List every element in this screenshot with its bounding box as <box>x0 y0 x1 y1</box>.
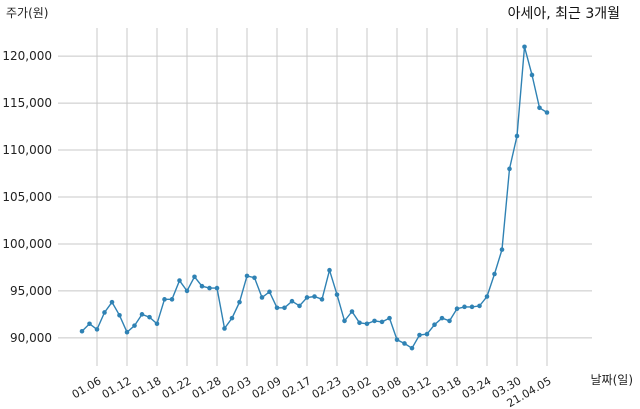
data-point <box>184 288 190 294</box>
x-tick-label: 01.12 <box>100 374 134 401</box>
price-line <box>81 46 548 350</box>
data-point <box>537 105 542 111</box>
data-point <box>109 299 115 305</box>
x-tick-label: 03.24 <box>460 374 494 401</box>
data-point <box>342 318 347 324</box>
data-point <box>282 305 287 311</box>
data-point <box>529 72 535 78</box>
data-point <box>177 278 182 283</box>
data-point <box>199 283 205 289</box>
x-tick-label: 03.18 <box>430 374 464 401</box>
data-point <box>297 303 302 309</box>
y-tick-label: 115,000 <box>2 96 52 110</box>
data-point <box>522 44 527 50</box>
data-point <box>267 289 272 295</box>
data-point <box>304 295 310 300</box>
data-point <box>379 319 385 325</box>
x-tick-label: 01.22 <box>160 374 194 401</box>
price-points <box>79 44 550 351</box>
data-point <box>514 133 520 139</box>
x-tick-label: 03.02 <box>340 374 374 401</box>
data-point <box>132 323 137 328</box>
y-axis-title: 주가(원) <box>6 6 48 20</box>
y-tick-label: 95,000 <box>10 284 52 298</box>
data-point <box>394 337 400 343</box>
x-tick-label: 01.18 <box>130 374 164 401</box>
data-point <box>424 331 430 337</box>
data-point <box>87 321 92 327</box>
x-tick-label: 02.23 <box>310 374 344 401</box>
data-point <box>169 297 175 302</box>
x-tick-label: 03.12 <box>400 374 434 401</box>
data-point <box>117 313 122 318</box>
data-point <box>544 110 550 115</box>
data-point <box>312 294 317 299</box>
x-tick-label: 01.06 <box>70 374 104 401</box>
y-tick-label: 105,000 <box>2 190 52 204</box>
data-point <box>222 326 227 331</box>
y-tick-label: 100,000 <box>2 237 52 251</box>
data-point <box>507 166 512 172</box>
data-point <box>214 285 220 291</box>
y-axis-tick-labels: 90,000 95,000 100,000 105,000 110,000 115,000… <box>2 49 52 345</box>
data-point <box>462 304 467 310</box>
data-point <box>94 327 100 332</box>
data-point <box>454 306 460 312</box>
x-tick-label: 02.09 <box>250 374 284 401</box>
data-point <box>237 299 242 305</box>
data-point <box>439 315 445 321</box>
data-point <box>372 318 377 324</box>
data-point <box>349 309 355 314</box>
data-point <box>387 315 392 321</box>
y-tick-label: 120,000 <box>2 49 52 63</box>
data-point <box>79 328 85 334</box>
data-point <box>259 295 265 300</box>
data-point <box>409 345 415 351</box>
data-point <box>102 310 107 315</box>
data-point <box>289 298 295 304</box>
x-tick-label: 03.08 <box>370 374 404 401</box>
data-point <box>319 297 325 302</box>
data-point <box>207 285 212 291</box>
data-point <box>327 267 332 273</box>
data-point <box>229 315 235 321</box>
data-point <box>357 320 362 326</box>
data-point <box>484 294 490 299</box>
data-point <box>124 329 130 335</box>
y-tick-label: 90,000 <box>10 331 52 345</box>
data-point <box>252 275 257 281</box>
x-tick-label: 02.03 <box>220 374 254 401</box>
y-tick-label: 110,000 <box>2 143 52 157</box>
data-point <box>139 312 145 317</box>
x-tick-label: 02.17 <box>280 374 314 401</box>
data-point <box>274 305 280 311</box>
x-axis-title: 날짜(일) <box>591 373 633 387</box>
data-point <box>334 292 340 297</box>
data-point <box>477 303 482 309</box>
data-point <box>192 274 197 280</box>
data-point <box>147 314 152 320</box>
data-point <box>469 304 475 310</box>
data-point <box>492 271 497 277</box>
grid-lines <box>58 28 592 366</box>
x-axis-tick-labels: 01.0601.1201.1801.2201.2802.0302.0902.17… <box>70 374 554 409</box>
data-point <box>154 321 160 327</box>
data-point <box>162 297 167 302</box>
data-point <box>499 247 505 252</box>
data-point <box>417 332 422 338</box>
data-point <box>447 318 452 324</box>
data-point <box>402 341 407 346</box>
data-point <box>364 321 370 327</box>
chart-title: 아세아, 최근 3개월 <box>508 6 620 22</box>
data-point <box>244 273 250 279</box>
data-point <box>432 322 437 327</box>
x-tick-label: 01.28 <box>190 374 224 401</box>
